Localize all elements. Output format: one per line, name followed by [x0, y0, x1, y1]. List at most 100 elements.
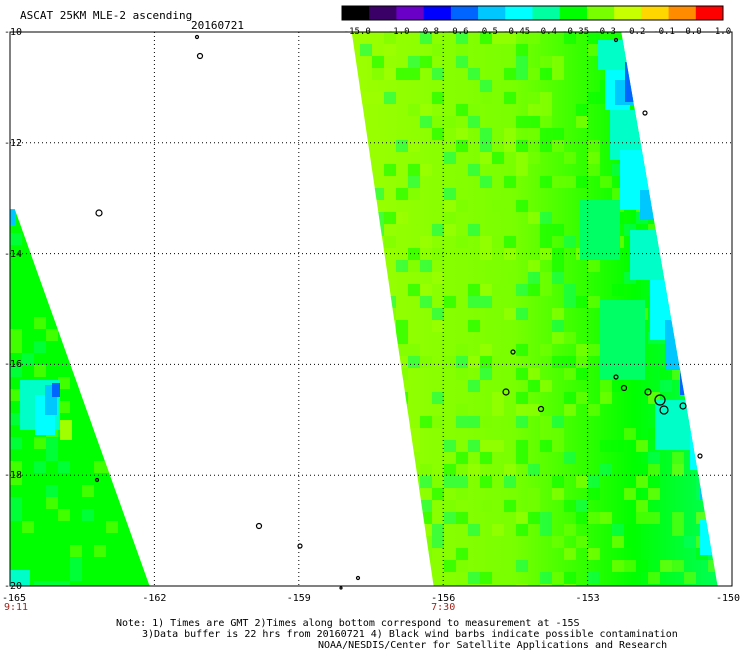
- colorbar-frame: [341, 5, 724, 21]
- swath-cell: [384, 560, 396, 572]
- swath-edge-cell: [10, 209, 15, 225]
- swath-cell: [720, 284, 732, 296]
- swath-cell: [480, 572, 492, 584]
- swath-cell: [504, 32, 516, 44]
- product-title: ASCAT 25KM MLE-2 ascending: [20, 9, 193, 22]
- swath-cell: [624, 488, 636, 500]
- swath-edge-cell: [10, 570, 30, 586]
- swath-cell: [106, 449, 118, 461]
- swath-cell: [420, 500, 432, 512]
- swath-cell: [708, 260, 718, 272]
- swath-cell: [672, 224, 684, 236]
- swath-cell: [720, 236, 732, 248]
- swath-cell: [444, 356, 456, 368]
- swath-edge-cell: [640, 190, 660, 220]
- swath-cell: [588, 44, 600, 56]
- swath-cell: [708, 320, 718, 332]
- swath-cell: [540, 56, 552, 68]
- swath-cell: [46, 245, 58, 257]
- swath-cell: [504, 584, 516, 586]
- swath-cell: [636, 464, 648, 476]
- swath-cell: [420, 56, 432, 68]
- swath-cell: [684, 260, 696, 272]
- swath-cell: [372, 404, 384, 416]
- swath-cell: [396, 68, 408, 80]
- swath-cell: [10, 413, 22, 425]
- swath-cell: [34, 341, 46, 353]
- swath-cell: [10, 461, 22, 473]
- swath-cell: [444, 152, 456, 164]
- swath-cell: [10, 233, 22, 245]
- swath-cell: [720, 524, 732, 536]
- swath-cell: [672, 464, 684, 476]
- swath-cell: [612, 380, 624, 392]
- swath-cell: [552, 428, 564, 440]
- swath-cell: [372, 368, 384, 380]
- swath-cell: [540, 236, 552, 248]
- swath-cell: [564, 452, 576, 464]
- swath-cell: [94, 545, 106, 557]
- swath-cell: [58, 377, 70, 389]
- swath-cell: [552, 488, 564, 500]
- swath-cell: [540, 212, 552, 224]
- island-outline: [620, 384, 628, 392]
- swath-cell: [552, 140, 564, 152]
- swath-cell: [612, 440, 624, 452]
- swath-edge-cell: [700, 470, 718, 500]
- swath-cell: [540, 104, 552, 116]
- swath-cell: [396, 476, 408, 488]
- swath-cell: [576, 176, 588, 188]
- swath-cell: [684, 56, 696, 68]
- swath-cell: [106, 413, 118, 425]
- swath-cell: [432, 272, 444, 284]
- swath-cell: [696, 92, 708, 104]
- swath-cell: [672, 524, 684, 536]
- swath-cell: [528, 116, 540, 128]
- note-line-1: Note: 1) Times are GMT 2)Times along bot…: [116, 618, 580, 629]
- swath-cell: [672, 128, 684, 140]
- swath-cell: [576, 104, 588, 116]
- swath-cell: [564, 584, 576, 586]
- swath-cell: [360, 524, 372, 536]
- swath-cell: [648, 476, 660, 488]
- swath-cell: [70, 485, 82, 497]
- swath-cell: [10, 317, 22, 329]
- swath-cell: [58, 581, 70, 587]
- swath-cell: [432, 44, 444, 56]
- swath-cell: [540, 284, 552, 296]
- swath-cell: [468, 284, 480, 296]
- swath-cell: [552, 476, 564, 488]
- swath-cell: [360, 44, 372, 56]
- swath-cell: [612, 560, 624, 572]
- swath-cell: [528, 404, 540, 416]
- swath-cell: [396, 344, 408, 356]
- swath-cell: [552, 536, 564, 548]
- swath-cell: [456, 356, 468, 368]
- swath-edge-cell: [625, 62, 641, 102]
- swath-cell: [82, 413, 94, 425]
- swath-cell: [516, 308, 528, 320]
- swath-cell: [516, 416, 528, 428]
- swath-cell: [720, 80, 732, 92]
- swath-cell: [34, 437, 46, 449]
- swath-cell: [420, 104, 432, 116]
- swath-cell: [456, 512, 468, 524]
- swath-cell: [564, 176, 576, 188]
- swath-cell: [516, 392, 528, 404]
- swath-cell: [588, 404, 600, 416]
- swath-cell: [528, 380, 540, 392]
- swath-cell: [672, 560, 684, 572]
- swath-cell: [58, 401, 70, 413]
- swath-cell: [408, 68, 420, 80]
- swath-cell: [648, 464, 660, 476]
- swath-cell: [696, 404, 708, 416]
- swath-cell: [516, 164, 528, 176]
- swath-cell: [540, 512, 552, 524]
- swath-cell: [372, 452, 384, 464]
- swath-cell: [408, 140, 420, 152]
- swath-cell: [468, 356, 480, 368]
- swath-cell: [636, 440, 648, 452]
- swath-cell: [648, 128, 660, 140]
- colorbar-label: -1.0: [387, 27, 410, 37]
- swath-cell: [106, 197, 118, 209]
